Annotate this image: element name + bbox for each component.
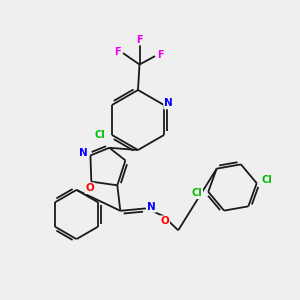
Text: Cl: Cl: [191, 188, 202, 198]
Text: Cl: Cl: [94, 130, 105, 140]
Text: N: N: [164, 98, 173, 109]
Text: F: F: [157, 50, 164, 60]
Text: N: N: [147, 202, 156, 212]
Text: F: F: [114, 46, 121, 57]
Text: O: O: [85, 183, 94, 193]
Text: O: O: [160, 216, 169, 226]
Text: N: N: [80, 148, 88, 158]
Text: F: F: [136, 34, 143, 45]
Text: Cl: Cl: [262, 175, 273, 184]
